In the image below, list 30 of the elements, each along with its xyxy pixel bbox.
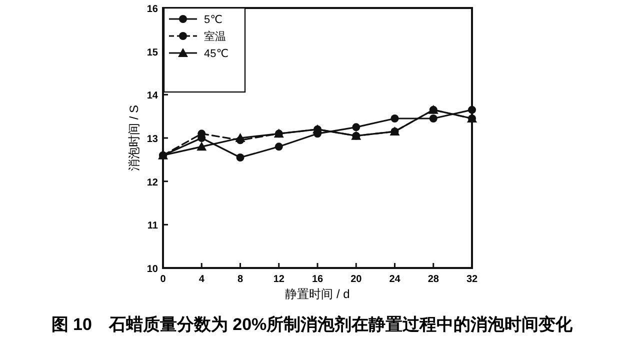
x-tick-label: 0: [160, 274, 166, 285]
y-tick-label: 13: [146, 134, 158, 145]
point: [468, 106, 476, 114]
point: [390, 114, 399, 122]
point: [352, 123, 360, 132]
x-tick-label: 24: [389, 274, 401, 285]
point: [429, 114, 438, 122]
y-tick-label: 10: [146, 264, 158, 275]
x-tick-label: 28: [428, 274, 440, 285]
text: 图 10 石蜡质量分数为 20%所制消泡剂在静置过程中的消泡时间变化: [51, 315, 574, 334]
y-tick-label: 14: [146, 90, 158, 102]
y-tick-label: 16: [146, 4, 158, 15]
y-tick-label: 11: [147, 220, 158, 232]
point: [196, 142, 207, 151]
legend-label: 室温: [204, 30, 226, 43]
x-tick-label: 8: [237, 274, 244, 285]
x-tick-label: 12: [273, 274, 285, 285]
y-tick-label: 15: [146, 47, 158, 58]
y-axis-title: 消泡时间 / S: [127, 104, 141, 172]
x-tick-label: 16: [312, 274, 324, 285]
x-tick-label: 20: [350, 274, 362, 285]
legend-label: 5℃: [204, 14, 222, 26]
point: [274, 142, 283, 151]
x-tick-label: 32: [466, 274, 478, 285]
point: [235, 133, 246, 142]
x-axis-title: 静置时间 / d: [285, 287, 350, 301]
y-tick-label: 12: [146, 177, 158, 188]
legend-label: 45℃: [204, 48, 229, 60]
x-tick-label: 4: [198, 274, 205, 285]
point: [236, 154, 244, 162]
